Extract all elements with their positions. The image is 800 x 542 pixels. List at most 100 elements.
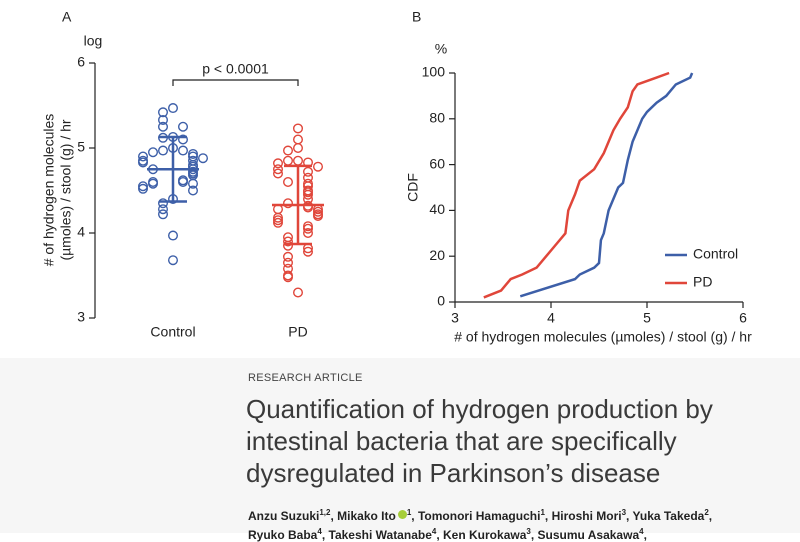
affiliation: 3: [621, 508, 627, 517]
affiliation: 2: [704, 508, 709, 517]
article-title-line: intestinal bacteria that are specificall…: [246, 426, 677, 456]
article-type: RESEARCH ARTICLE: [248, 372, 363, 384]
y-unit-label: log: [84, 33, 103, 49]
significance-bracket: [172, 79, 299, 86]
data-point: [177, 176, 188, 187]
x-tick-label: PD: [288, 324, 307, 340]
y-tick-label: 60: [429, 155, 445, 171]
data-point: [147, 147, 158, 158]
data-point: [293, 123, 304, 134]
data-point: [157, 209, 168, 220]
y-axis-label: (µmoles) / stool (g) / hr: [58, 119, 74, 260]
data-point: [273, 217, 284, 228]
data-point: [293, 155, 304, 166]
author-name: Mikako Ito: [337, 509, 396, 523]
author-name: Susumu Asakawa: [537, 528, 640, 542]
data-point: [283, 240, 294, 251]
data-point: [157, 107, 168, 118]
data-point: [303, 202, 314, 213]
data-point: [157, 198, 168, 209]
data-point: [137, 157, 148, 168]
author-name: Yuka Takeda: [632, 509, 705, 523]
data-point: [177, 145, 188, 156]
y-unit-label: %: [435, 41, 447, 57]
data-point: [303, 189, 314, 200]
data-point: [293, 142, 304, 153]
y-tick-label: 40: [429, 201, 445, 217]
y-tick-label: 5: [77, 139, 85, 155]
panel-label: A: [62, 9, 72, 25]
affiliation: 3: [526, 527, 531, 536]
data-point: [283, 155, 294, 166]
data-point: [293, 134, 304, 145]
data-point: [137, 183, 148, 194]
y-tick-label: 6: [77, 54, 85, 70]
data-point: [157, 121, 168, 132]
data-point: [313, 210, 324, 221]
data-point: [293, 287, 304, 298]
x-tick-label: 5: [643, 310, 651, 326]
y-tick-label: 3: [77, 309, 85, 325]
data-point: [283, 198, 294, 209]
x-tick-label: 3: [451, 310, 459, 326]
article-header: RESEARCH ARTICLE Quantification of hydro…: [0, 358, 800, 542]
data-point: [303, 223, 314, 234]
separator: ,: [321, 528, 326, 542]
x-tick-label: 6: [739, 310, 747, 326]
separator: ,: [411, 509, 415, 523]
author-name: Ryuko Baba: [248, 528, 318, 542]
data-point: [303, 246, 314, 257]
data-point: [177, 134, 188, 145]
x-tick-label: 4: [547, 310, 555, 326]
y-axis-label: CDF: [405, 173, 421, 202]
x-tick-label: Control: [150, 324, 195, 340]
author-name: Anzu Suzuki: [248, 509, 320, 523]
data-point: [187, 178, 198, 189]
y-axis-label: # of hydrogen molecules: [41, 114, 57, 267]
data-point: [303, 166, 314, 177]
separator: ,: [436, 528, 440, 542]
separator: ,: [626, 509, 630, 523]
data-point: [137, 151, 148, 162]
data-point: [167, 230, 178, 241]
data-point: [283, 145, 294, 156]
y-tick-label: 4: [77, 224, 85, 240]
affiliation: 1: [540, 508, 545, 517]
data-point: [177, 121, 188, 132]
data-point: [273, 168, 284, 179]
cdf-line: [483, 71, 670, 299]
article-title-line: Quantification of hydrogen production by: [246, 394, 713, 424]
data-point: [283, 251, 294, 262]
x-axis-label: # of hydrogen molecules (µmoles) / stool…: [454, 329, 752, 345]
data-point: [187, 185, 198, 196]
data-point: [313, 161, 324, 172]
annotation: p < 0.0001: [202, 61, 269, 77]
legend-label: Control: [693, 246, 738, 262]
data-point: [303, 227, 314, 238]
y-tick-label: 80: [429, 110, 445, 126]
author-name: Tomonori Hamaguchi: [417, 509, 541, 523]
data-point: [283, 257, 294, 268]
author-line: Ryuko Baba4, Takeshi Watanabe4, Ken Kuro…: [248, 527, 647, 542]
data-point: [147, 178, 158, 189]
data-point: [157, 204, 168, 215]
y-tick-label: 20: [429, 247, 445, 263]
data-point: [197, 153, 208, 164]
separator: ,: [330, 509, 334, 523]
y-tick-label: 100: [422, 64, 446, 80]
data-point: [167, 103, 178, 114]
data-point: [283, 176, 294, 187]
data-point: [157, 114, 168, 125]
affiliation: 4: [639, 527, 644, 536]
separator: ,: [530, 528, 535, 542]
data-point: [283, 236, 294, 247]
panel-label: B: [412, 9, 421, 25]
y-tick-label: 0: [437, 293, 445, 309]
orcid-icon: [397, 510, 407, 519]
separator: ,: [643, 528, 647, 542]
affiliation: 1: [406, 508, 412, 517]
data-point: [283, 272, 294, 283]
author-name: Ken Kurokawa: [443, 528, 527, 542]
